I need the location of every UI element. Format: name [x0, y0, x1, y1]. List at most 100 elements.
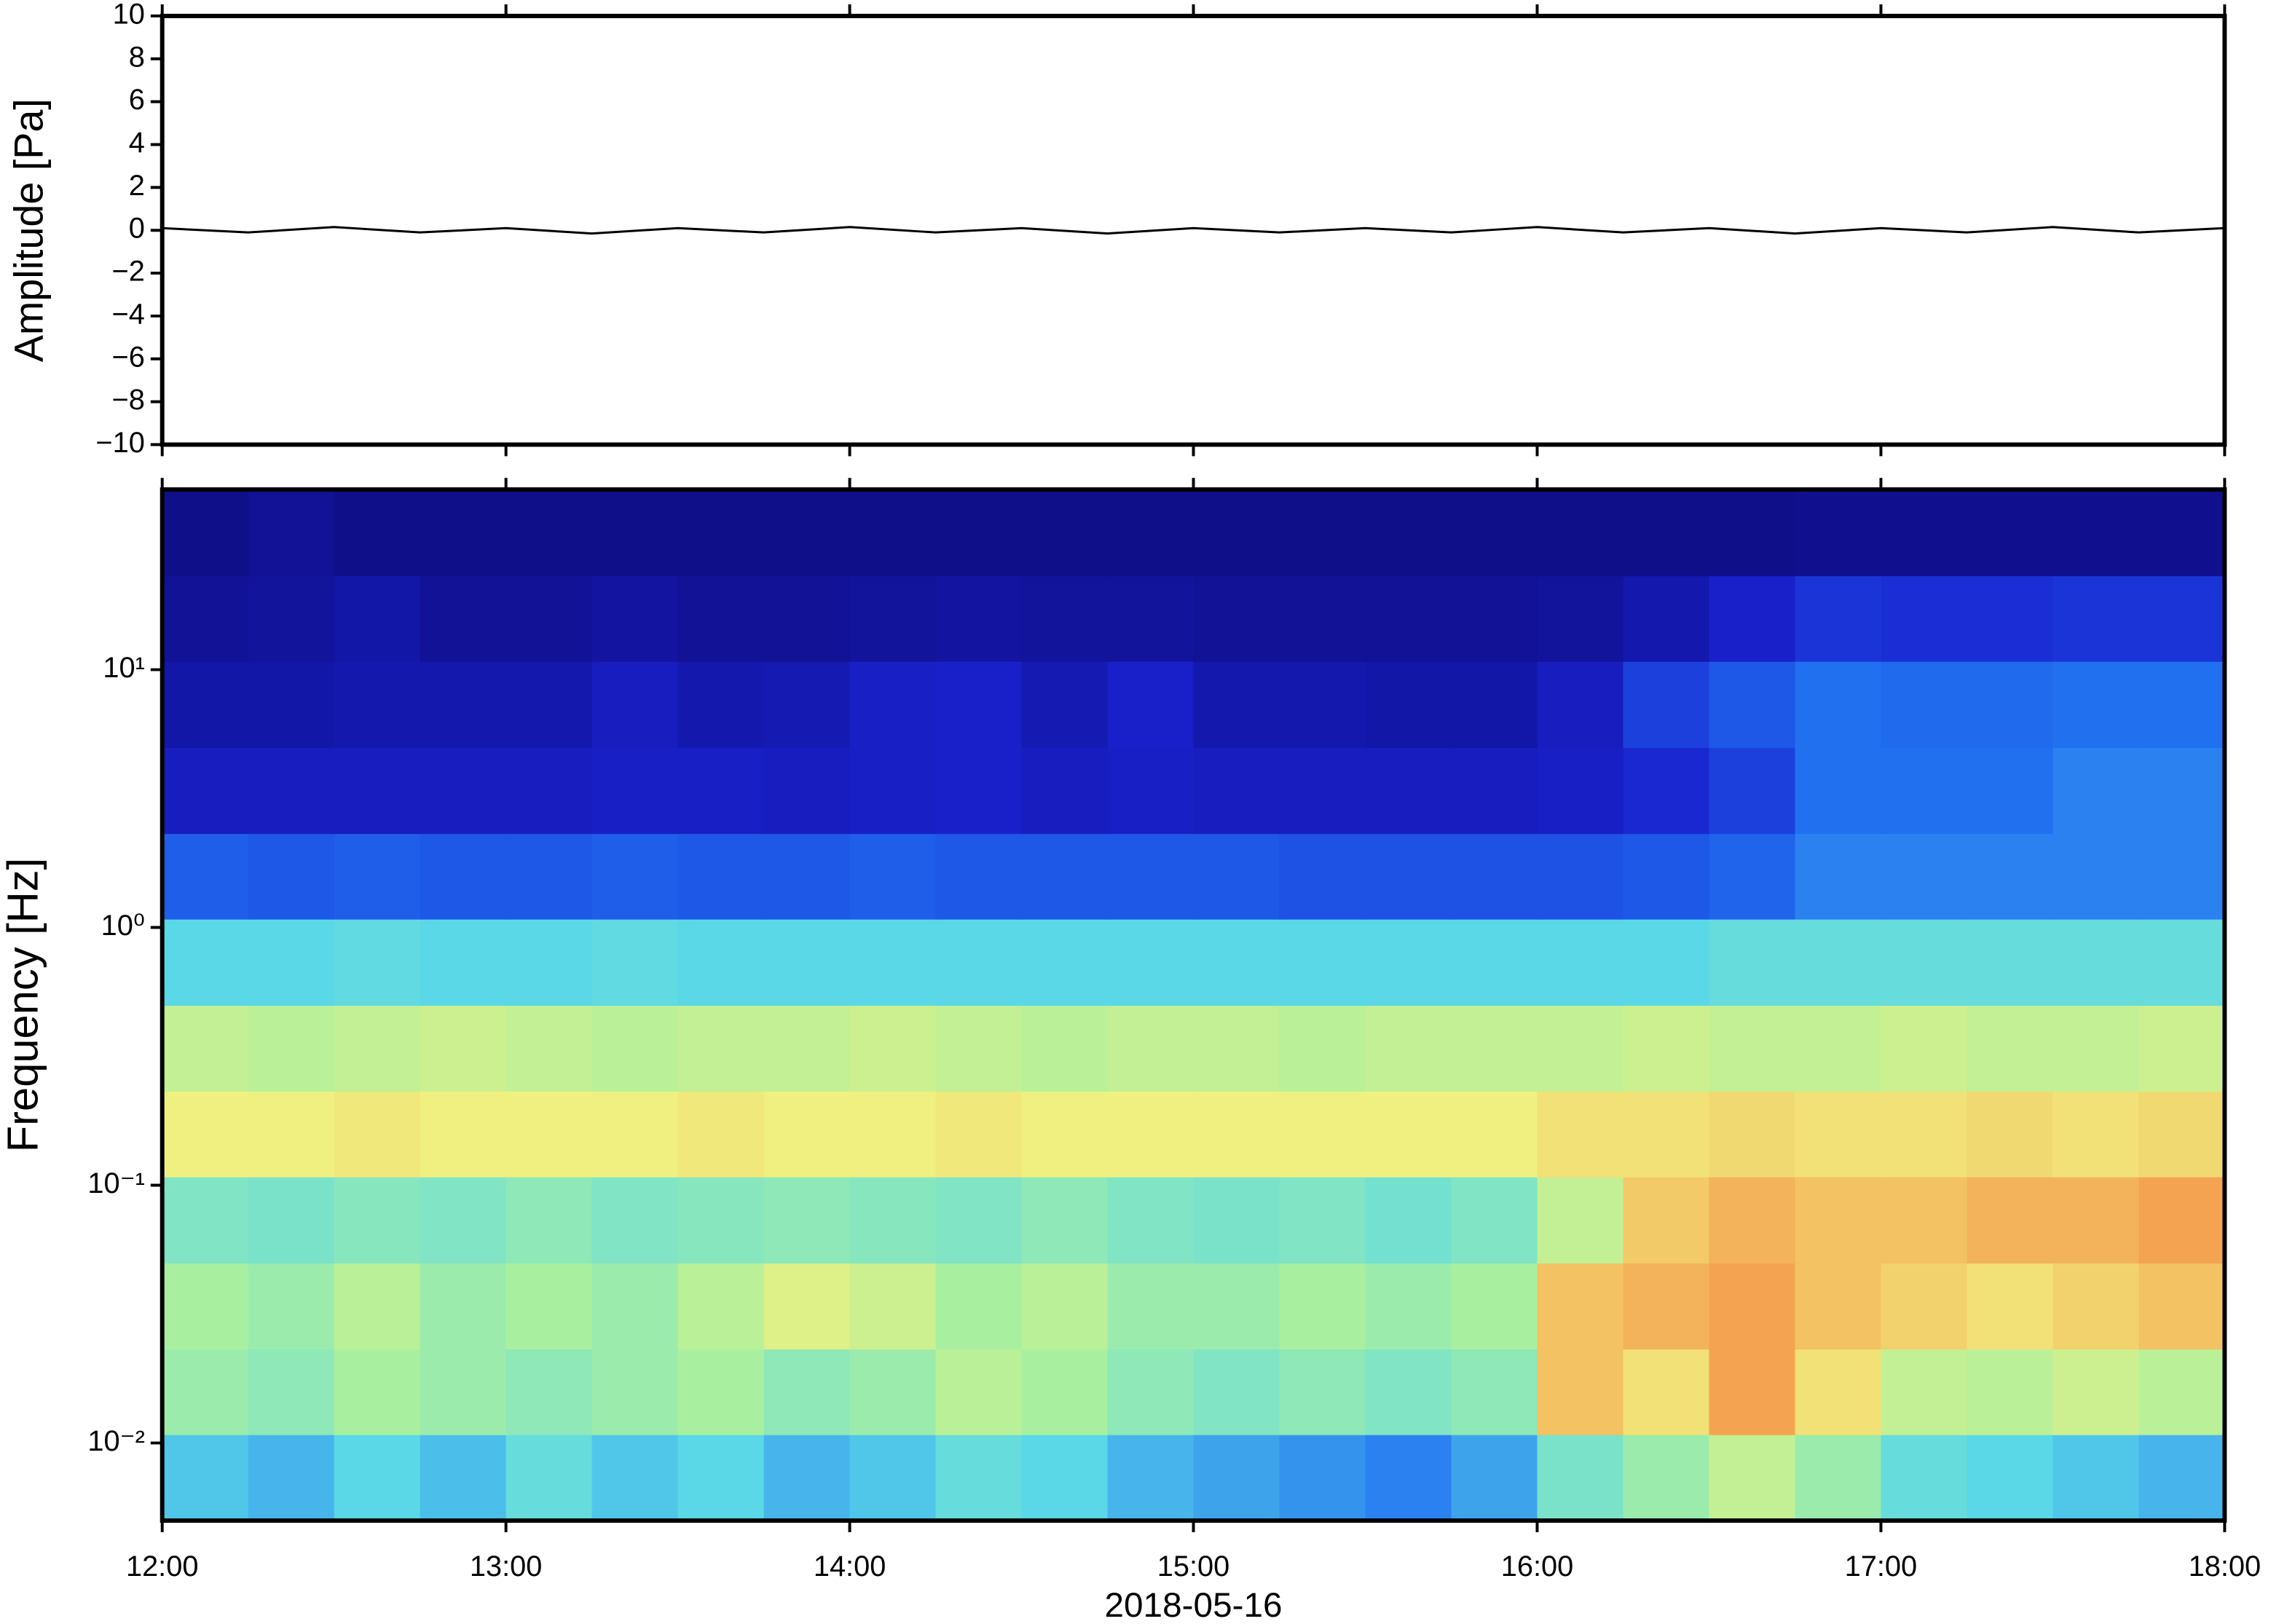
- heatmap-cell: [763, 661, 851, 749]
- heatmap-cell: [334, 833, 421, 920]
- heatmap-cell: [1709, 1091, 1796, 1178]
- heatmap-cell: [1365, 1263, 1452, 1350]
- heatmap-cell: [1107, 833, 1194, 920]
- heatmap-cell: [1967, 747, 2054, 835]
- heatmap-cell: [591, 747, 679, 835]
- heatmap-cell: [1967, 1091, 2054, 1178]
- heatmap-cell: [1881, 1263, 1968, 1350]
- heatmap-cell: [162, 1005, 249, 1092]
- heatmap-cell: [1107, 747, 1194, 835]
- heatmap-cell: [1709, 1349, 1796, 1435]
- x-tick-label: 18:00: [2189, 1550, 2262, 1582]
- heatmap-cell: [1365, 1434, 1452, 1521]
- heatmap-cell: [763, 1005, 851, 1092]
- heatmap-cell: [849, 1005, 937, 1092]
- heatmap-cell: [1881, 489, 1968, 577]
- heatmap-cell: [591, 1263, 679, 1350]
- heatmap-cell: [1365, 1005, 1452, 1092]
- heatmap-cell: [1193, 833, 1280, 920]
- y-tick-label: 10⁻²: [87, 1425, 144, 1457]
- x-tick-label: 16:00: [1501, 1550, 1574, 1582]
- y-tick-label: −2: [112, 256, 145, 288]
- y-tick-label: 4: [129, 127, 145, 159]
- heatmap-cell: [2138, 1091, 2226, 1178]
- heatmap-cell: [505, 1176, 593, 1264]
- heatmap-cell: [935, 1349, 1023, 1435]
- heatmap-cell: [591, 1005, 679, 1092]
- heatmap-cell: [1881, 575, 1968, 662]
- heatmap-cell: [2052, 1176, 2140, 1264]
- heatmap-cell: [1881, 747, 1968, 835]
- heatmap-cell: [1193, 575, 1280, 662]
- heatmap-cell: [935, 489, 1023, 577]
- heatmap-cell: [2052, 1263, 2140, 1350]
- heatmap-cell: [505, 1005, 593, 1092]
- heatmap-cell: [1279, 833, 1366, 920]
- heatmap-cell: [763, 1091, 851, 1178]
- heatmap-cell: [2052, 575, 2140, 662]
- heatmap-cell: [1365, 661, 1452, 749]
- heatmap-cell: [1021, 661, 1109, 749]
- heatmap-cell: [1021, 489, 1109, 577]
- heatmap-cell: [1451, 1263, 1538, 1350]
- heatmap-cell: [677, 918, 765, 1006]
- heatmap-cell: [1623, 575, 1710, 662]
- heatmap-cell: [248, 1091, 335, 1178]
- heatmap-cell: [1709, 1005, 1796, 1092]
- heatmap-cell: [505, 1349, 593, 1435]
- heatmap-cell: [1451, 1434, 1538, 1521]
- heatmap-cell: [2052, 1005, 2140, 1092]
- heatmap-cell: [162, 1176, 249, 1264]
- heatmap-cell: [2138, 1434, 2226, 1521]
- heatmap-cell: [1279, 489, 1366, 577]
- heatmap-cell: [1537, 575, 1624, 662]
- heatmap-cell: [1709, 489, 1796, 577]
- heatmap-cell: [677, 1263, 765, 1350]
- heatmap-cell: [763, 1349, 851, 1435]
- heatmap-cell: [1193, 1005, 1280, 1092]
- y-tick-label: 10⁰: [101, 910, 145, 942]
- heatmap-cell: [1795, 1263, 1882, 1350]
- x-tick-label: 13:00: [470, 1550, 543, 1582]
- heatmap-cell: [162, 575, 249, 662]
- heatmap-cell: [849, 833, 937, 920]
- heatmap-cell: [1107, 661, 1194, 749]
- heatmap-cell: [2138, 918, 2226, 1006]
- heatmap-cell: [1451, 1091, 1538, 1178]
- heatmap-cell: [1709, 1263, 1796, 1350]
- heatmap-cell: [1193, 661, 1280, 749]
- heatmap-cell: [1107, 1434, 1194, 1521]
- heatmap-cell: [248, 489, 335, 577]
- heatmap-cell: [1365, 489, 1452, 577]
- heatmap-cell: [1967, 1263, 2054, 1350]
- heatmap-cell: [2138, 1005, 2226, 1092]
- heatmap-cell: [763, 1263, 851, 1350]
- heatmap-cell: [1537, 661, 1624, 749]
- heatmap-cell: [1795, 575, 1882, 662]
- heatmap-cell: [1021, 1434, 1109, 1521]
- heatmap-cell: [1881, 833, 1968, 920]
- waveform: [162, 226, 2225, 235]
- heatmap-cell: [1107, 1091, 1194, 1178]
- heatmap-cell: [1881, 661, 1968, 749]
- heatmap-cell: [1537, 1263, 1624, 1350]
- heatmap-cell: [1881, 918, 1968, 1006]
- heatmap-cell: [1365, 575, 1452, 662]
- heatmap-cell: [248, 575, 335, 662]
- y-tick-label: 8: [129, 41, 145, 73]
- heatmap-cell: [1193, 1091, 1280, 1178]
- heatmap-cell: [677, 833, 765, 920]
- heatmap-cell: [849, 575, 937, 662]
- heatmap-cell: [162, 489, 249, 577]
- heatmap-cell: [1709, 661, 1796, 749]
- heatmap-cell: [1193, 918, 1280, 1006]
- heatmap-cell: [849, 747, 937, 835]
- heatmap-cell: [591, 1434, 679, 1521]
- heatmap-cell: [1537, 918, 1624, 1006]
- heatmap-cell: [677, 1434, 765, 1521]
- heatmap-cell: [248, 833, 335, 920]
- heatmap-cell: [1365, 1349, 1452, 1435]
- heatmap-cell: [505, 747, 593, 835]
- heatmap-cell: [935, 575, 1023, 662]
